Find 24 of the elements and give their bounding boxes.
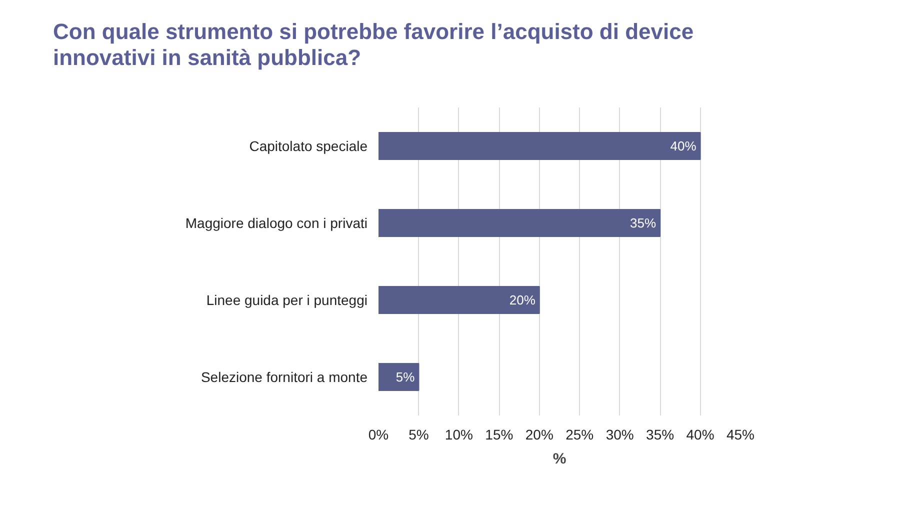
x-tick-label: 15% [485, 426, 514, 442]
data-label: 40% [670, 138, 697, 154]
bar [378, 363, 420, 391]
x-tick-label: 40% [686, 426, 714, 442]
x-tick-label: 30% [606, 426, 634, 442]
y-tick-label: Capitolato speciale [249, 138, 368, 154]
y-tick-label: Maggiore dialogo con i privati [185, 215, 368, 231]
x-tick-label: 10% [444, 426, 473, 442]
bar [378, 132, 701, 160]
x-tick-label: 25% [566, 426, 594, 442]
x-tick-label: 0% [368, 426, 389, 442]
bar [378, 286, 540, 314]
data-label: 20% [509, 292, 536, 308]
x-tick-label: 35% [646, 426, 674, 442]
y-tick-label: Selezione fornitori a monte [200, 369, 368, 385]
chart-title: Con quale strumento si potrebbe favorire l’acquisto di device innovativi in sanità pubblica? [52, 18, 694, 72]
x-tick-label: 20% [525, 426, 554, 442]
y-tick-label: Linee guida per i punteggi [206, 292, 368, 308]
bar [378, 209, 661, 237]
x-axis-title: % [552, 450, 566, 468]
x-tick-label: 45% [726, 426, 755, 442]
data-label: 35% [630, 216, 656, 230]
data-label: 5% [396, 370, 416, 384]
x-tick-label: 5% [408, 426, 429, 442]
